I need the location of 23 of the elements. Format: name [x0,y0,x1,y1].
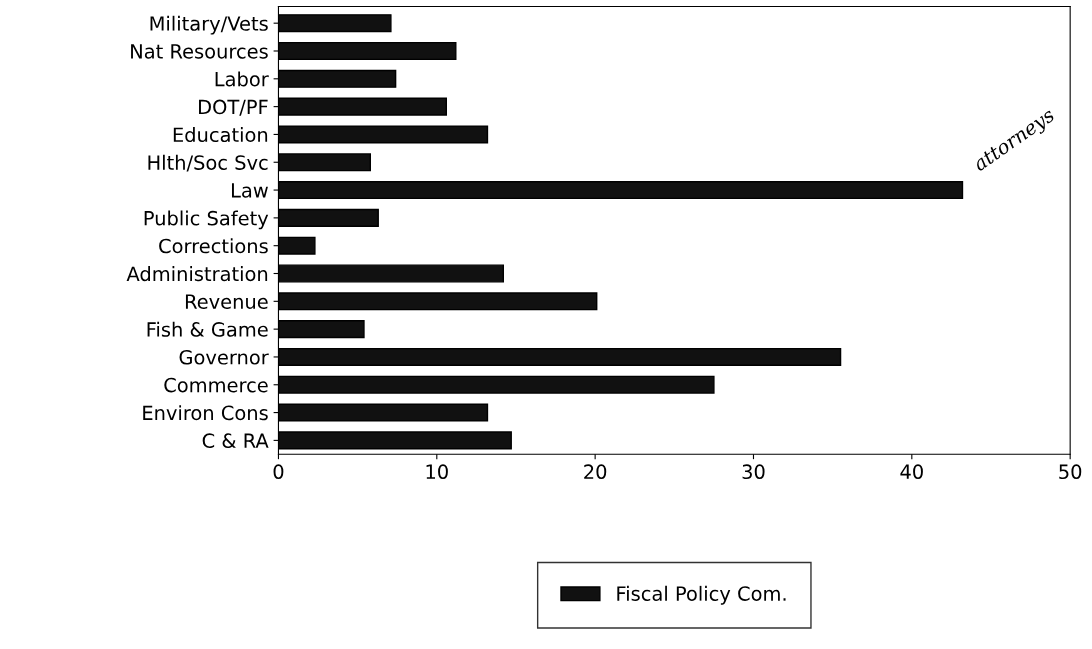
y-tick-label: Administration [126,266,268,282]
y-tick-label: Revenue [185,294,268,309]
y-tick-label: Public Safety [144,210,269,230]
y-tick-label: Governor [179,349,269,365]
y-tick-label: Education [173,127,268,143]
x-tick-label: 30 [742,464,765,480]
y-tick-label: Environ Cons [143,405,268,421]
x-tick-label: 0 [273,464,284,480]
y-tick-label: Fish & Game [147,321,268,337]
y-tick-label: Military/Vets [150,15,268,35]
x-tick-label: 10 [426,464,448,480]
x-tick-label: 50 [1059,464,1082,480]
x-tick-label: 40 [900,464,923,480]
y-tick-label: Labor [215,71,269,87]
y-tick-label: DOT/PF [199,99,268,116]
x-tick-label: 20 [584,464,607,480]
y-tick-label: Law [231,183,268,198]
y-tick-label: C & RA [202,433,269,449]
legend-label: Fiscal Policy Com. [617,585,786,605]
y-tick-label: Hlth/Soc Svc [148,154,268,172]
y-tick-label: Corrections [159,238,268,254]
y-tick-label: Nat Resources [131,44,268,59]
y-tick-label: Commerce [164,377,268,393]
